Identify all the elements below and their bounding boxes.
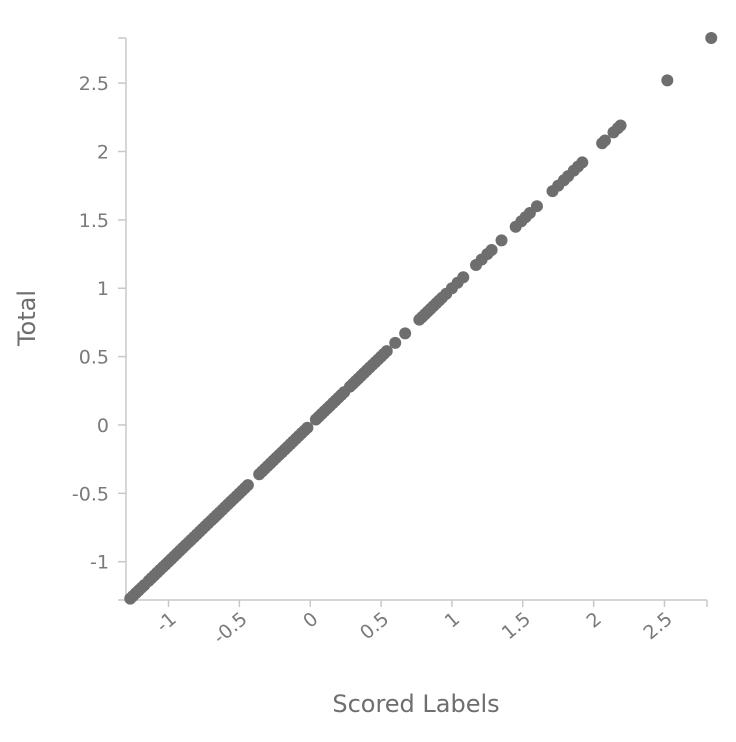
y-tick-label: 0 — [97, 415, 109, 437]
data-point — [399, 327, 412, 340]
data-point — [485, 243, 498, 256]
x-tick-label: -0.5 — [209, 608, 252, 649]
data-point — [705, 32, 718, 44]
y-tick-label: 0.5 — [79, 347, 109, 369]
x-tick-label: 0 — [299, 608, 322, 633]
y-tick-label: 1.5 — [79, 210, 109, 232]
x-tick-label: 1 — [441, 608, 464, 633]
x-tick-label: 1.5 — [498, 608, 535, 644]
data-point — [576, 156, 589, 169]
data-point — [301, 421, 314, 434]
x-tick-label: -1 — [152, 608, 181, 637]
x-tick-label: 2 — [582, 608, 605, 633]
data-point — [530, 200, 543, 213]
data-point — [457, 271, 470, 284]
x-axis: -1 -0.5 0 0.5 1 1.5 2 2.5 — [118, 599, 708, 649]
data-point — [380, 345, 393, 358]
y-tick-label: -1 — [90, 552, 109, 574]
data-point — [241, 479, 254, 492]
data-points — [124, 32, 718, 605]
x-axis-title: Scored Labels — [332, 690, 499, 718]
data-point — [389, 336, 402, 349]
y-tick-label: 2.5 — [79, 73, 109, 95]
x-tick-label: 0.5 — [356, 608, 393, 644]
y-axis: -1 -0.5 0 0.5 1 1.5 2 2.5 — [72, 37, 127, 600]
y-axis-title: Total — [13, 290, 41, 347]
data-point — [495, 234, 508, 247]
data-point — [661, 74, 674, 87]
y-tick-label: 1 — [97, 278, 109, 300]
y-tick-label: -0.5 — [72, 483, 109, 505]
data-point — [598, 134, 611, 147]
x-tick-label: 2.5 — [639, 608, 676, 644]
y-tick-label: 2 — [97, 141, 109, 163]
data-point — [614, 119, 627, 132]
